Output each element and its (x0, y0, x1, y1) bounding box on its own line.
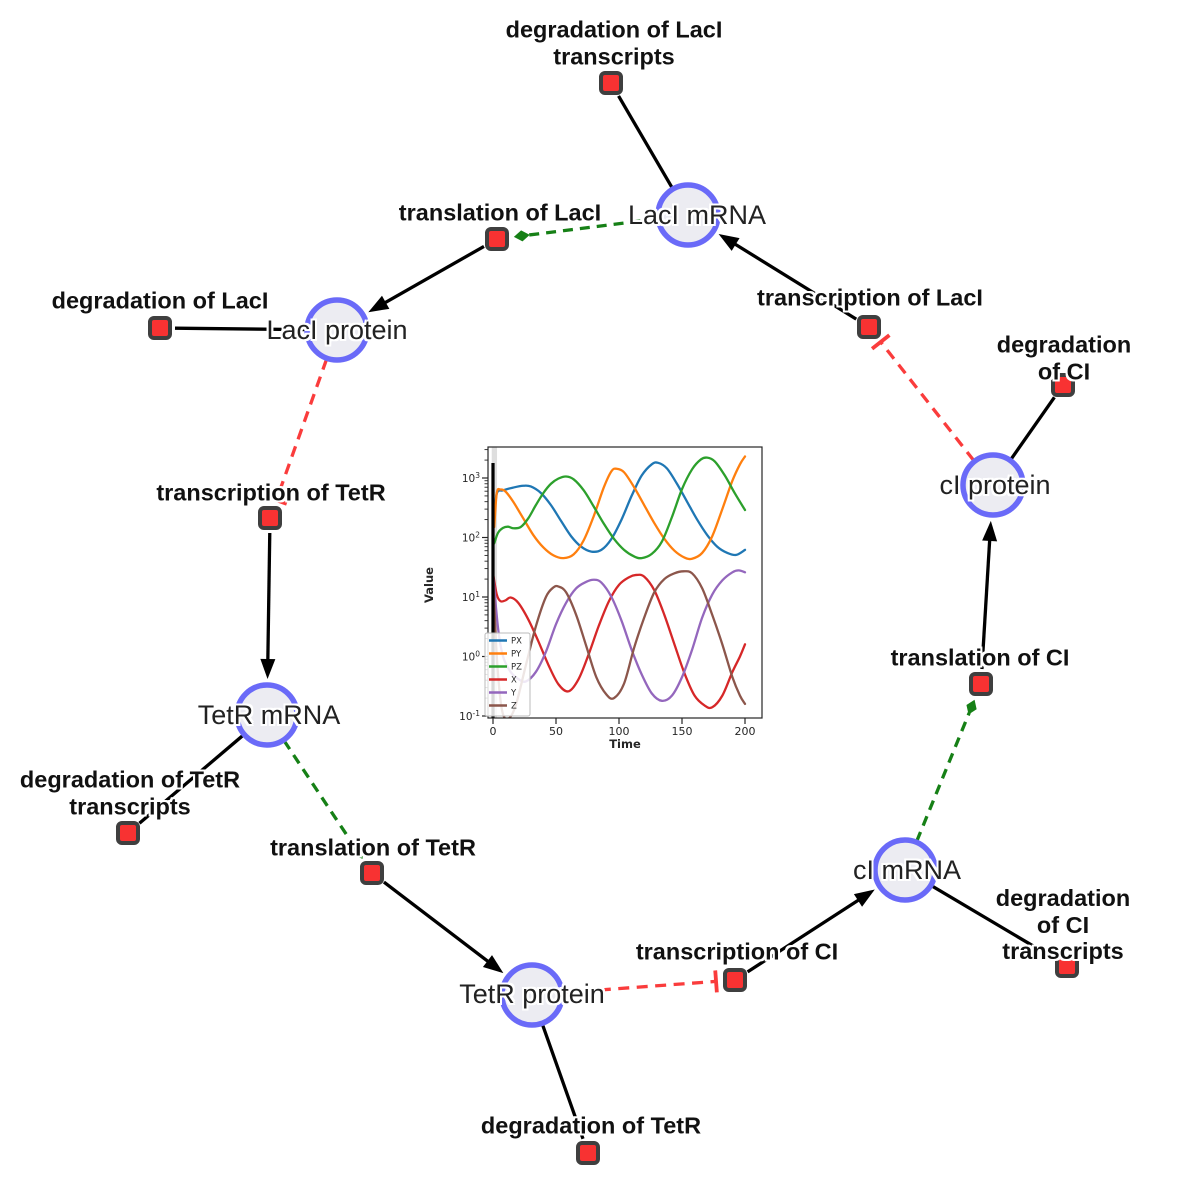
legend-label-Z: Z (511, 702, 517, 712)
edge-translation-laci--laci-protein (368, 244, 485, 313)
legend-label-PX: PX (511, 637, 522, 647)
x-tick-label: 100 (609, 725, 630, 738)
series-PZ (493, 456, 747, 560)
tee-bar-head (713, 970, 719, 993)
species-node-laci-protein[interactable] (304, 297, 370, 363)
series-PY (493, 455, 747, 561)
edge-transcription-tetr--tetr-mrna (260, 532, 276, 680)
species-node-ci-mrna[interactable] (872, 837, 938, 903)
series-Y (491, 569, 747, 703)
edge-tetr-mrna--deg-tetr-transcripts (138, 733, 245, 825)
edge-transcription-ci--ci-mrna (746, 889, 875, 974)
edge-ci-mrna--deg-ci-transcripts (930, 884, 1055, 960)
edge-ci-protein--transcription-laci (870, 333, 976, 462)
arrowhead (853, 889, 875, 907)
diamond-arrowhead (353, 845, 363, 859)
edge-tetr-protein--transcription-ci (562, 970, 719, 995)
tee-bar-head (265, 494, 288, 506)
reaction-node-translation-laci[interactable] (485, 227, 509, 251)
reaction-node-transcription-laci[interactable] (857, 315, 881, 339)
arrowhead (718, 233, 740, 251)
edge-laci-protein--transcription-tetr (265, 358, 329, 506)
legend-label-Y: Y (510, 689, 517, 699)
y-tick-label: 103 (462, 471, 480, 485)
reaction-node-deg-tetr-transcripts[interactable] (116, 821, 140, 845)
y-tick-label: 101 (462, 590, 480, 604)
series-Z (491, 570, 747, 718)
species-node-tetr-mrna[interactable] (234, 682, 300, 748)
diamond-arrowhead (966, 699, 977, 715)
reaction-node-translation-tetr[interactable] (360, 861, 384, 885)
x-tick-label: 50 (549, 725, 563, 738)
y-tick-label: 102 (462, 531, 480, 545)
diamond-arrowhead (513, 230, 530, 242)
arrowhead (982, 520, 998, 542)
y-axis-label: Value (422, 567, 436, 603)
reaction-node-deg-laci-transcripts[interactable] (599, 71, 623, 95)
reaction-node-deg-laci[interactable] (148, 316, 172, 340)
species-node-laci-mrna[interactable] (655, 182, 721, 248)
legend-label-PZ: PZ (511, 663, 522, 673)
reaction-node-deg-tetr[interactable] (576, 1141, 600, 1165)
reaction-node-transcription-tetr[interactable] (258, 506, 282, 530)
y-tick-label: 10-1 (459, 709, 480, 723)
reaction-node-translation-ci[interactable] (969, 672, 993, 696)
edge-tetr-mrna--translation-tetr (282, 739, 363, 859)
reaction-node-deg-ci-transcripts[interactable] (1055, 954, 1079, 978)
arrowhead (368, 295, 390, 313)
edge-ci-mrna--translation-ci (915, 699, 977, 842)
legend-label-PY: PY (511, 650, 522, 660)
legend: PX PY PZ XYZ (484, 632, 531, 717)
edge-laci-mrna--deg-laci-transcripts (617, 95, 674, 190)
edge-laci-protein--deg-laci (174, 326, 307, 332)
x-tick-label: 0 (490, 725, 497, 738)
species-node-tetr-protein[interactable] (499, 962, 565, 1028)
edge-translation-ci--ci-protein (980, 520, 998, 670)
legend-label-X: X (511, 676, 517, 686)
x-axis-label: Time (609, 737, 641, 751)
reaction-node-transcription-ci[interactable] (723, 968, 747, 992)
arrowhead (482, 955, 504, 974)
x-tick-label: 200 (735, 725, 756, 738)
arrowhead (260, 658, 276, 680)
edge-transcription-laci--laci-mrna (718, 233, 858, 321)
tee-bar-head (870, 333, 891, 351)
series-PX (493, 461, 747, 557)
reaction-node-deg-ci[interactable] (1051, 373, 1075, 397)
edge-ci-protein--deg-ci (1009, 396, 1056, 461)
x-tick-label: 150 (672, 725, 693, 738)
edge-tetr-protein--deg-tetr (540, 1023, 585, 1140)
edge-translation-tetr--tetr-protein (382, 880, 504, 974)
edge-laci-mrna--translation-laci (513, 217, 658, 242)
series-X (491, 572, 747, 710)
y-tick-label: 100 (462, 650, 480, 664)
time-series-inset-plot: 0 50 100 150 20010310210110010-1TimeValuePXP… (422, 446, 763, 751)
axes-frame (487, 446, 763, 719)
species-node-ci-protein[interactable] (960, 452, 1026, 518)
